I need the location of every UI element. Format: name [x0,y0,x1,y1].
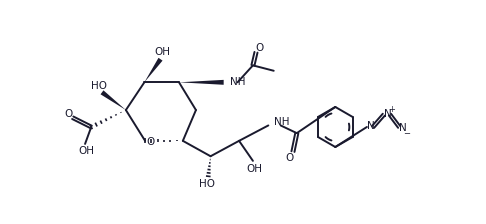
Polygon shape [179,80,224,85]
Text: +: + [388,105,395,114]
Text: OH: OH [79,146,95,156]
Polygon shape [101,90,126,110]
Text: HO: HO [91,81,107,91]
Text: O: O [65,109,73,119]
Text: OH: OH [246,164,262,174]
Text: N: N [384,109,392,119]
Text: N: N [399,123,407,133]
Text: NH: NH [230,77,245,86]
Text: N: N [367,121,375,131]
Text: HO: HO [199,179,215,189]
Text: OH: OH [154,47,170,57]
Text: O: O [285,153,293,163]
Text: O: O [255,43,263,53]
Polygon shape [144,58,162,82]
Text: O: O [147,137,155,147]
Text: −: − [403,129,410,138]
Text: NH: NH [274,116,289,127]
